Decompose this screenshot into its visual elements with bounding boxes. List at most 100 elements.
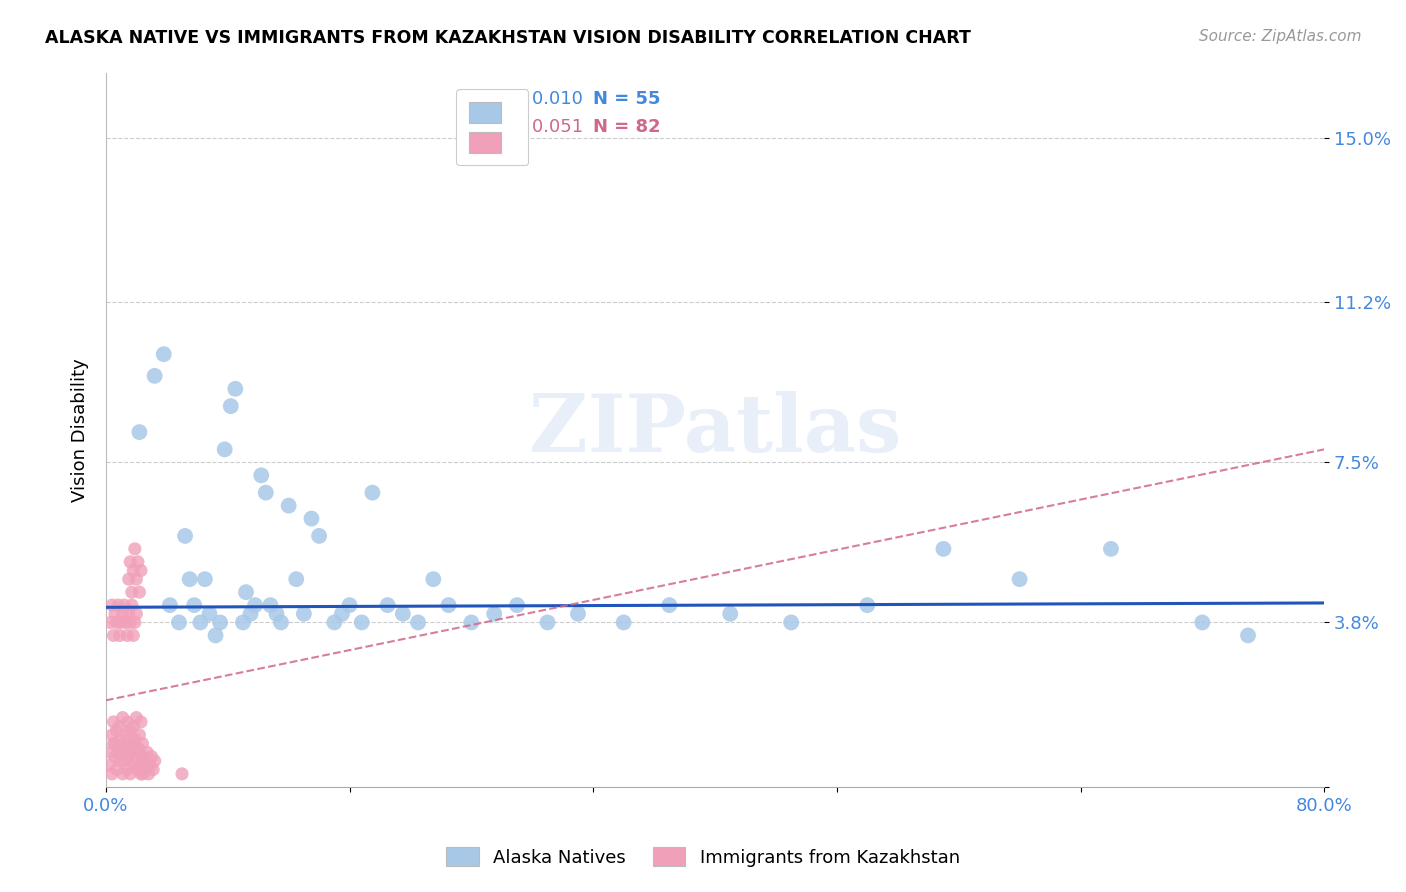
Point xyxy=(131,737,153,751)
Legend: Alaska Natives, Immigrants from Kazakhstan: Alaska Natives, Immigrants from Kazakhst… xyxy=(439,840,967,874)
Point xyxy=(104,749,127,764)
Point xyxy=(1237,628,1260,642)
Text: R = 0.051: R = 0.051 xyxy=(494,118,583,136)
Point xyxy=(259,598,281,612)
Point xyxy=(125,572,148,586)
Point xyxy=(132,754,155,768)
Point xyxy=(124,541,146,556)
Point xyxy=(437,598,460,612)
Point xyxy=(103,714,125,729)
Point xyxy=(107,598,129,612)
Point xyxy=(127,740,149,755)
Point xyxy=(112,740,135,755)
Point xyxy=(118,737,141,751)
Point xyxy=(129,767,152,781)
Point xyxy=(484,607,506,621)
Point xyxy=(266,607,288,621)
Point xyxy=(115,714,138,729)
Point xyxy=(122,719,145,733)
Point xyxy=(254,485,277,500)
Point xyxy=(183,598,205,612)
Point xyxy=(122,758,145,772)
Point xyxy=(128,745,150,759)
Point xyxy=(114,737,136,751)
Point xyxy=(112,754,135,768)
Point xyxy=(115,763,138,777)
Point xyxy=(188,615,211,630)
Point xyxy=(104,607,127,621)
Point xyxy=(103,737,125,751)
Point xyxy=(134,763,156,777)
Point xyxy=(120,723,142,738)
Point xyxy=(270,615,292,630)
Point xyxy=(209,615,232,630)
Point xyxy=(139,758,162,772)
Point xyxy=(128,728,150,742)
Point xyxy=(235,585,257,599)
Point xyxy=(128,585,150,599)
Point xyxy=(129,564,152,578)
Point xyxy=(114,615,136,630)
Point xyxy=(301,511,323,525)
Point xyxy=(377,598,399,612)
Point xyxy=(120,767,142,781)
Point xyxy=(250,468,273,483)
Point xyxy=(243,598,266,612)
Point xyxy=(718,607,741,621)
Point xyxy=(120,615,142,630)
Point xyxy=(110,732,132,747)
Point xyxy=(1191,615,1213,630)
Text: ALASKA NATIVE VS IMMIGRANTS FROM KAZAKHSTAN VISION DISABILITY CORRELATION CHART: ALASKA NATIVE VS IMMIGRANTS FROM KAZAKHS… xyxy=(45,29,972,46)
Point xyxy=(124,732,146,747)
Point xyxy=(179,572,201,586)
Text: N = 55: N = 55 xyxy=(593,90,661,109)
Point xyxy=(292,607,315,621)
Point xyxy=(101,767,124,781)
Point xyxy=(1008,572,1031,586)
Point xyxy=(198,607,221,621)
Legend: , : , xyxy=(456,89,529,165)
Point xyxy=(167,615,190,630)
Y-axis label: Vision Disability: Vision Disability xyxy=(72,358,89,502)
Point xyxy=(277,499,299,513)
Point xyxy=(121,745,143,759)
Point xyxy=(97,758,120,772)
Point xyxy=(350,615,373,630)
Point xyxy=(122,564,145,578)
Point xyxy=(124,737,146,751)
Point xyxy=(219,399,242,413)
Point xyxy=(170,767,193,781)
Point xyxy=(232,615,254,630)
Point xyxy=(422,572,444,586)
Point xyxy=(108,754,131,768)
Point xyxy=(118,607,141,621)
Point xyxy=(323,615,346,630)
Point xyxy=(194,572,217,586)
Point xyxy=(174,529,197,543)
Point xyxy=(361,485,384,500)
Point xyxy=(110,745,132,759)
Text: ZIPatlas: ZIPatlas xyxy=(529,391,901,469)
Point xyxy=(125,711,148,725)
Point xyxy=(118,749,141,764)
Point xyxy=(506,598,529,612)
Point xyxy=(131,749,153,764)
Point xyxy=(159,598,181,612)
Point xyxy=(107,745,129,759)
Point xyxy=(114,728,136,742)
Point xyxy=(101,598,124,612)
Point xyxy=(136,745,159,759)
Point xyxy=(121,745,143,759)
Point xyxy=(125,607,148,621)
Point xyxy=(121,598,143,612)
Point xyxy=(118,572,141,586)
Point xyxy=(138,767,160,781)
Point xyxy=(392,607,415,621)
Point xyxy=(204,628,226,642)
Point xyxy=(780,615,803,630)
Point xyxy=(110,615,132,630)
Point xyxy=(142,763,165,777)
Point xyxy=(285,572,308,586)
Point xyxy=(613,615,636,630)
Point xyxy=(224,382,246,396)
